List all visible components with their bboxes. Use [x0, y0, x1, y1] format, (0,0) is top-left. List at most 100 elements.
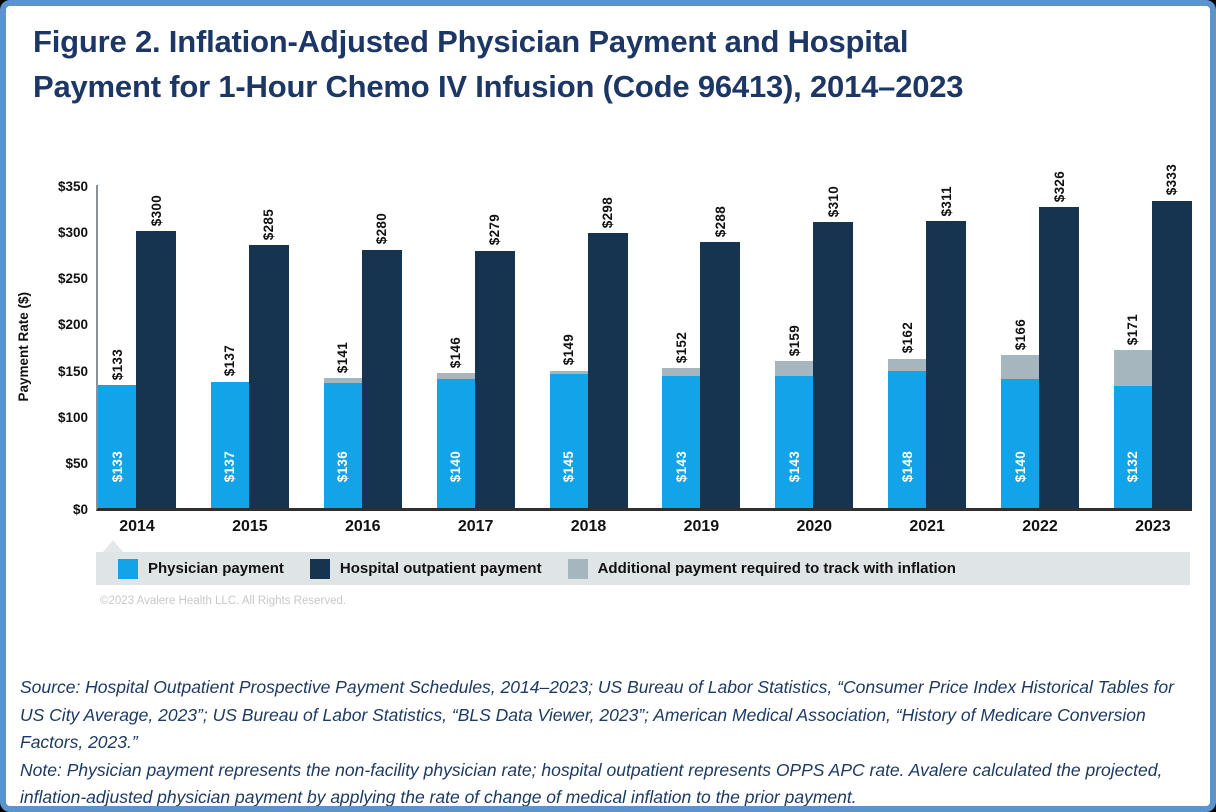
- stack-total-value: $133: [109, 349, 125, 381]
- y-axis-title: Payment Rate ($): [16, 185, 31, 508]
- physician-value: $140: [1012, 450, 1028, 482]
- hospital-value-label: $298: [588, 197, 628, 228]
- physician-value-label: $143: [775, 451, 813, 482]
- physician-payment-segment: $133: [98, 385, 136, 508]
- physician-payment-segment: $140: [1001, 378, 1039, 508]
- bar-group: $149 $145 $298 2018: [549, 185, 628, 535]
- bar-group: $141 $136 $280 2016: [323, 185, 402, 535]
- physician-value-label: $148: [888, 451, 926, 482]
- hospital-payment-bar: $285: [248, 209, 289, 508]
- hospital-value-label: $333: [1152, 164, 1192, 195]
- stack-total-label: $149: [550, 334, 588, 365]
- physician-payment-segment: $136: [323, 382, 362, 508]
- stack-total-label: $171: [1114, 314, 1152, 345]
- additional-payment-segment: [323, 377, 362, 383]
- physician-value: $143: [673, 450, 689, 482]
- physician-value: $140: [448, 450, 464, 482]
- physician-value: $148: [899, 450, 915, 482]
- hospital-value-label: $311: [926, 186, 966, 217]
- footnotes: Source: Hospital Outpatient Prospective …: [20, 674, 1188, 807]
- physician-payment-segment: $137: [210, 381, 249, 508]
- hospital-value-label: $326: [1039, 171, 1079, 202]
- hospital-value: $279: [487, 214, 503, 246]
- hospital-payment-bar: $298: [587, 197, 628, 508]
- x-axis-label: 2021: [909, 518, 945, 535]
- stack-total-value: $171: [1125, 313, 1141, 346]
- y-tick-label: $100: [57, 409, 88, 425]
- figure-title-line-1: Figure 2. Inflation-Adjusted Physician P…: [33, 24, 909, 59]
- x-axis-label: 2022: [1022, 518, 1058, 535]
- physician-value-label: $132: [1114, 451, 1152, 482]
- additional-payment-segment: [775, 361, 814, 377]
- hospital-payment-bar: $300: [136, 195, 176, 508]
- physician-bar-stack: $159 $143: [775, 325, 814, 508]
- stack-total-value: $162: [899, 322, 915, 354]
- y-tick-label: $50: [65, 455, 88, 471]
- physician-value-label: $137: [211, 451, 249, 482]
- hospital-value: $300: [148, 194, 164, 227]
- stack-total-value: $141: [335, 341, 351, 373]
- hospital-payment-bar: $279: [474, 214, 515, 508]
- additional-payment-segment: [662, 367, 701, 377]
- x-axis-label: 2017: [457, 518, 494, 535]
- source-text: Source: Hospital Outpatient Prospective …: [20, 677, 1174, 752]
- stack-total-value: $137: [222, 345, 238, 377]
- physician-bar-stack: $152 $143: [662, 332, 701, 508]
- stack-total-label: $166: [1001, 319, 1039, 350]
- physician-payment-segment: $145: [549, 374, 588, 508]
- bar-group: $152 $143 $288 2019: [662, 185, 741, 535]
- y-tick-label: $250: [57, 271, 88, 287]
- hospital-value: $285: [261, 208, 277, 240]
- additional-payment-segment: [888, 358, 927, 372]
- physician-value: $137: [222, 450, 238, 482]
- copyright-text: ©2023 Avalere Health LLC. All Rights Res…: [100, 595, 347, 607]
- bar-group: $162 $148 $311 2021: [888, 185, 967, 535]
- figure-title-line-2: Payment for 1-Hour Chemo IV Infusion (Co…: [33, 69, 964, 104]
- physician-payment-segment: $132: [1113, 386, 1152, 508]
- hospital-value-label: $288: [700, 206, 740, 237]
- x-axis-label: 2015: [232, 518, 268, 535]
- x-axis-label: 2014: [119, 518, 155, 535]
- legend: Physician payment Hospital outpatient pay…: [96, 552, 1190, 585]
- stack-total-label: $162: [888, 322, 926, 353]
- physician-bar-stack: $171 $132: [1113, 314, 1152, 508]
- physician-value: $132: [1125, 450, 1141, 482]
- figure-title: Figure 2. Inflation-Adjusted Physician P…: [33, 19, 964, 109]
- physician-bar-stack: $162 $148: [888, 322, 927, 508]
- physician-payment-segment: $140: [436, 378, 475, 508]
- bar-group: $146 $140 $279 2017: [436, 185, 515, 535]
- additional-payment-segment: [1113, 350, 1152, 387]
- x-axis-label: 2019: [683, 518, 720, 535]
- bar-group: $137 $137 $285 2015: [210, 185, 289, 535]
- y-tick-label: $150: [57, 363, 88, 379]
- physician-payment-segment: $143: [775, 376, 814, 508]
- x-axis-label: 2016: [344, 518, 381, 535]
- bar-group: $171 $132 $333 2023: [1113, 164, 1192, 535]
- additional-payment-segment: [549, 370, 588, 375]
- hospital-value: $280: [374, 213, 390, 245]
- bar-group: $133 $133 $300 2014: [98, 185, 176, 535]
- physician-bar-stack: $149 $145: [549, 334, 588, 508]
- y-tick-label: $200: [57, 317, 88, 333]
- stack-total-value: $146: [448, 337, 464, 369]
- x-axis-label: 2018: [570, 518, 607, 535]
- physician-bar-stack: $137 $137: [210, 345, 249, 508]
- physician-value-label: $145: [550, 451, 588, 482]
- physician-bar-stack: $141 $136: [323, 342, 362, 508]
- physician-bar-stack: $133 $133: [98, 349, 136, 508]
- physician-value: $133: [109, 450, 125, 482]
- legend-item: Hospital outpatient payment: [309, 558, 542, 579]
- y-axis-title-text: Payment Rate ($): [16, 291, 31, 402]
- physician-value-label: $133: [98, 451, 136, 482]
- physician-value-label: $140: [437, 451, 475, 482]
- stack-total-label: $146: [437, 337, 475, 368]
- hospital-value-label: $285: [249, 209, 289, 240]
- note-text: Note: Physician payment represents the n…: [20, 759, 1163, 807]
- stack-total-label: $133: [98, 349, 136, 380]
- y-axis-ticks: $0 $50 $100 $150 $200 $250 $300 $350: [36, 179, 88, 517]
- hospital-payment-bar: $326: [1039, 171, 1079, 508]
- bar-group: $166 $140 $326 2022: [1001, 171, 1079, 535]
- hospital-payment-bar: $280: [361, 213, 402, 508]
- stack-total-label: $152: [662, 332, 700, 363]
